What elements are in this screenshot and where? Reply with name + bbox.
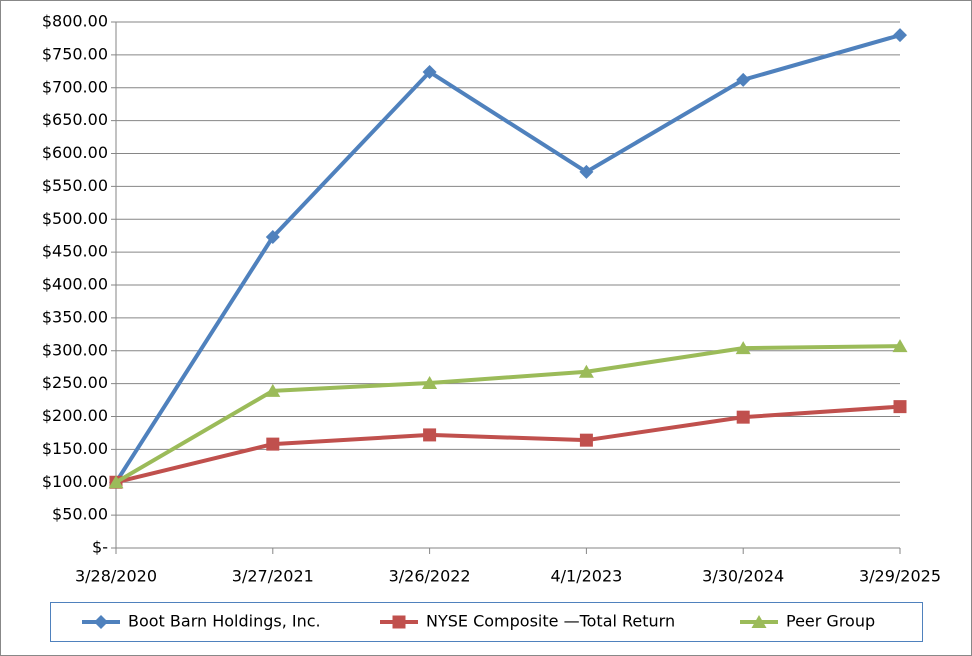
x-tick-label: 3/30/2024 <box>702 567 784 586</box>
marker <box>579 433 593 447</box>
y-tick-label: $800.00 <box>42 12 108 31</box>
legend-label: Boot Barn Holdings, Inc. <box>128 612 321 631</box>
marker <box>751 615 767 628</box>
marker <box>423 428 437 442</box>
marker <box>422 375 438 389</box>
y-tick-label: $500.00 <box>42 209 108 228</box>
y-tick-label: $- <box>92 538 108 557</box>
y-tick-label: $100.00 <box>42 472 108 491</box>
marker <box>422 64 437 79</box>
y-tick-label: $200.00 <box>42 406 108 425</box>
series-line <box>114 344 901 484</box>
marker <box>893 28 907 43</box>
marker <box>892 339 908 353</box>
y-tick-label: $700.00 <box>42 77 108 96</box>
y-tick-label: $250.00 <box>42 373 108 392</box>
marker <box>578 364 594 378</box>
marker <box>736 72 751 87</box>
series-line <box>114 33 901 484</box>
marker <box>736 410 750 424</box>
y-tick-label: $50.00 <box>52 505 108 524</box>
x-tick-label: 4/1/2023 <box>550 567 622 586</box>
marker <box>266 437 280 451</box>
y-tick-label: $350.00 <box>42 307 108 326</box>
marker <box>579 164 594 179</box>
y-tick-label: $450.00 <box>42 242 108 261</box>
marker <box>265 383 281 397</box>
x-tick-label: 3/29/2025 <box>859 567 941 586</box>
legend-label: NYSE Composite —Total Return <box>426 612 675 631</box>
y-tick-label: $300.00 <box>42 340 108 359</box>
y-tick-label: $750.00 <box>42 44 108 63</box>
marker <box>265 230 280 245</box>
marker <box>735 341 751 355</box>
marker <box>94 615 108 629</box>
series-line <box>115 404 901 485</box>
marker <box>392 615 406 629</box>
y-tick-label: $400.00 <box>42 275 108 294</box>
y-tick-label: $550.00 <box>42 176 108 195</box>
legend-label: Peer Group <box>786 612 875 631</box>
x-tick-label: 3/28/2020 <box>75 567 157 586</box>
x-tick-label: 3/26/2022 <box>389 567 471 586</box>
y-tick-label: $600.00 <box>42 143 108 162</box>
y-tick-label: $650.00 <box>42 110 108 129</box>
marker <box>108 475 124 489</box>
marker <box>893 400 907 414</box>
y-tick-label: $150.00 <box>42 439 108 458</box>
x-tick-label: 3/27/2021 <box>232 567 314 586</box>
